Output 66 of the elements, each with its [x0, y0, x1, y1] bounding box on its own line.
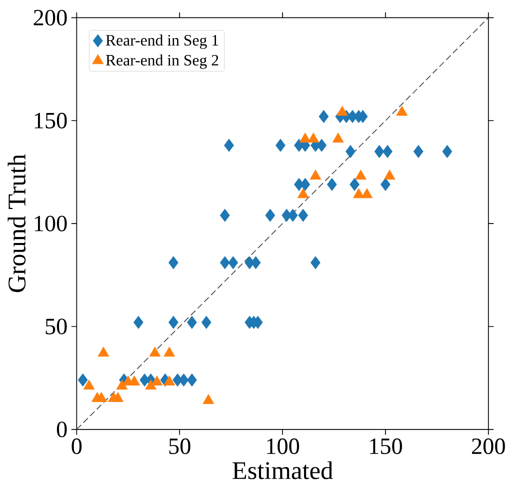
- legend-label: Rear-end in Seg 2: [106, 54, 218, 69]
- point: [300, 178, 310, 192]
- x-tick-label: 100: [267, 438, 300, 454]
- point: [298, 208, 308, 222]
- y-tick-label: 200: [34, 10, 67, 26]
- point: [297, 188, 309, 198]
- point: [96, 392, 108, 402]
- x-tick-label: 50: [169, 438, 190, 454]
- y-axis-title: Ground Truth: [8, 154, 26, 292]
- point: [310, 256, 320, 270]
- point: [308, 132, 320, 143]
- point: [380, 178, 390, 192]
- point: [149, 346, 161, 357]
- point: [228, 256, 238, 270]
- point: [186, 374, 197, 387]
- point: [83, 380, 95, 390]
- point: [299, 132, 311, 143]
- point: [133, 316, 144, 329]
- point: [326, 178, 337, 192]
- point: [128, 376, 140, 386]
- y-tick-label: 0: [56, 422, 67, 438]
- point: [98, 346, 110, 357]
- point: [164, 376, 175, 386]
- point: [346, 144, 356, 158]
- point: [186, 316, 197, 329]
- point: [413, 144, 424, 158]
- point: [224, 138, 234, 152]
- point: [288, 208, 298, 222]
- point: [112, 392, 124, 402]
- point: [318, 110, 329, 124]
- point: [145, 380, 156, 390]
- y-tick-label: 100: [34, 216, 67, 232]
- point: [220, 256, 230, 270]
- point: [382, 144, 392, 158]
- y-tick-label: 50: [46, 318, 67, 334]
- point: [168, 256, 178, 270]
- point: [164, 346, 175, 357]
- point: [350, 178, 360, 192]
- point: [310, 170, 322, 180]
- point: [202, 394, 214, 404]
- point: [384, 170, 396, 180]
- point: [178, 374, 189, 387]
- point: [361, 188, 373, 198]
- point: [442, 144, 452, 158]
- point: [396, 106, 408, 116]
- point: [168, 316, 178, 329]
- point: [220, 208, 230, 222]
- point: [332, 132, 344, 143]
- x-tick-label: 200: [472, 438, 505, 454]
- point: [250, 256, 261, 270]
- x-tick-label: 0: [72, 438, 82, 454]
- point: [316, 138, 327, 152]
- x-tick-label: 150: [370, 438, 402, 454]
- point: [116, 380, 128, 390]
- legend-label: Rear-end in Seg 1: [106, 34, 218, 49]
- y-tick-label: 150: [34, 112, 67, 128]
- point: [336, 106, 348, 116]
- point: [265, 208, 276, 222]
- point: [78, 374, 88, 387]
- point: [276, 138, 286, 152]
- point: [201, 316, 212, 329]
- point: [353, 188, 364, 198]
- x-axis-title: Estimated: [232, 461, 333, 480]
- point: [374, 144, 384, 158]
- point: [355, 170, 366, 180]
- point: [151, 376, 163, 386]
